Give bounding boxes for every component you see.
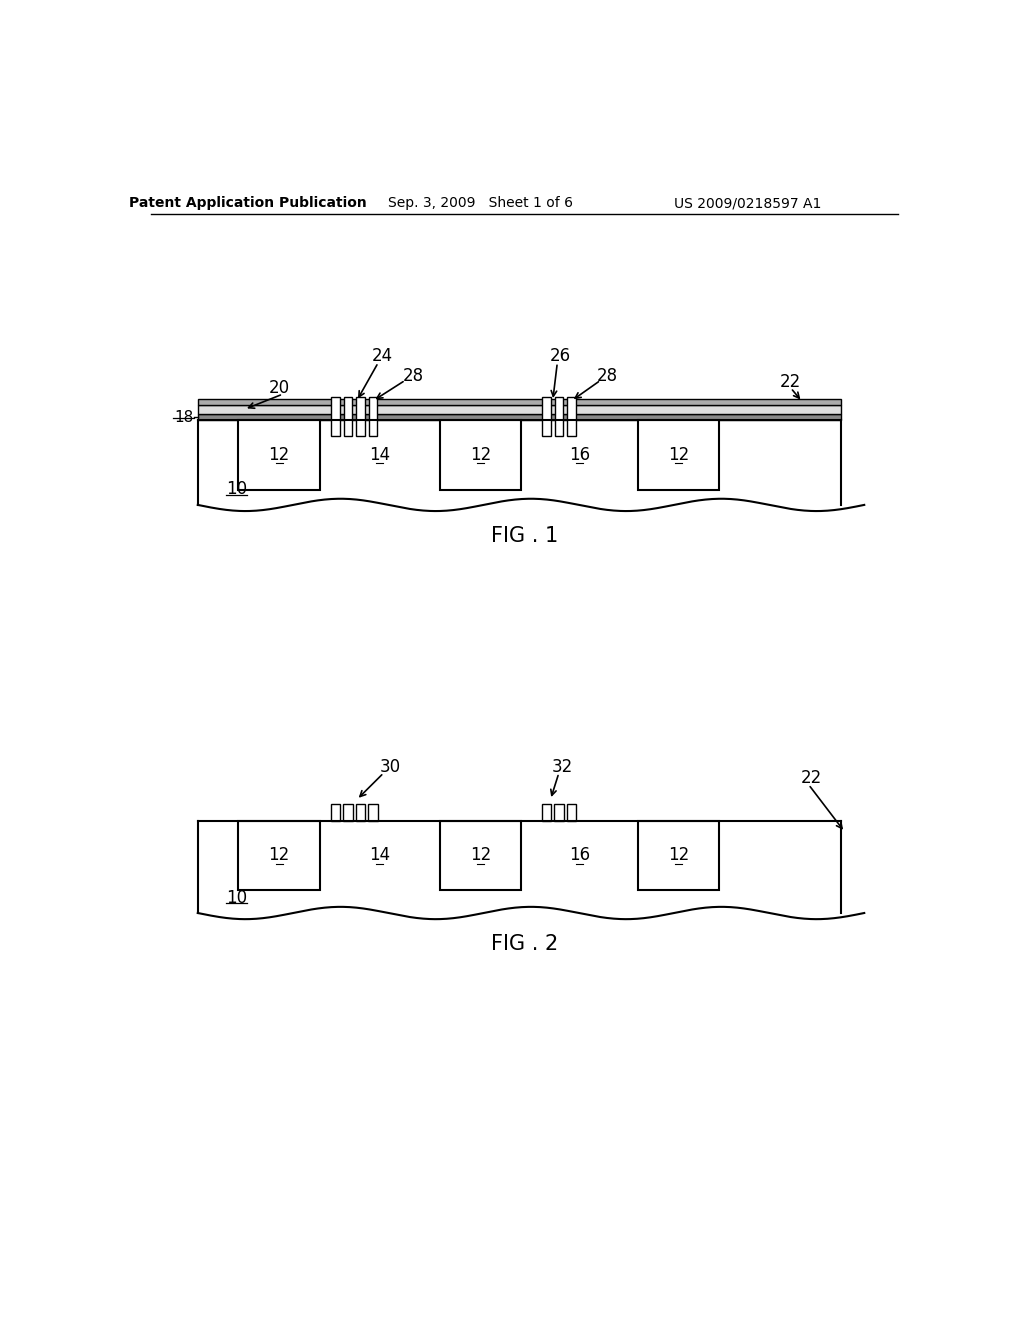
Text: US 2009/0218597 A1: US 2009/0218597 A1 bbox=[675, 197, 821, 210]
Text: 12: 12 bbox=[470, 846, 492, 865]
Bar bbox=[543, 397, 551, 436]
Text: 10: 10 bbox=[226, 480, 247, 499]
Text: Patent Application Publication: Patent Application Publication bbox=[129, 197, 367, 210]
Bar bbox=[356, 804, 366, 821]
Text: Sep. 3, 2009   Sheet 1 of 6: Sep. 3, 2009 Sheet 1 of 6 bbox=[388, 197, 573, 210]
Bar bbox=[638, 821, 719, 890]
Bar bbox=[542, 804, 551, 821]
Bar bbox=[638, 420, 719, 490]
Text: 20: 20 bbox=[268, 379, 290, 397]
Text: 14: 14 bbox=[370, 846, 390, 865]
Bar bbox=[555, 397, 563, 436]
Bar bbox=[554, 804, 563, 821]
Text: 26: 26 bbox=[550, 347, 571, 366]
Bar bbox=[356, 397, 365, 436]
Bar bbox=[344, 397, 352, 436]
Text: 12: 12 bbox=[668, 846, 689, 865]
Bar bbox=[369, 397, 377, 436]
Bar bbox=[198, 405, 841, 414]
Bar bbox=[343, 804, 352, 821]
Bar bbox=[239, 821, 319, 890]
Text: FIG . 2: FIG . 2 bbox=[492, 933, 558, 954]
Text: 32: 32 bbox=[551, 758, 572, 776]
Text: 10: 10 bbox=[226, 888, 247, 907]
Text: 12: 12 bbox=[668, 446, 689, 463]
Text: 16: 16 bbox=[569, 846, 591, 865]
Bar bbox=[440, 420, 521, 490]
Text: 12: 12 bbox=[268, 446, 290, 463]
Bar bbox=[332, 397, 340, 436]
Bar bbox=[198, 399, 841, 405]
Text: 12: 12 bbox=[268, 846, 290, 865]
Text: FIG . 1: FIG . 1 bbox=[492, 525, 558, 545]
Text: 22: 22 bbox=[780, 372, 801, 391]
Text: 18: 18 bbox=[174, 409, 194, 425]
Text: 16: 16 bbox=[569, 446, 591, 463]
Text: 24: 24 bbox=[372, 347, 393, 366]
Text: 12: 12 bbox=[470, 446, 492, 463]
Text: 22: 22 bbox=[801, 770, 822, 787]
Bar bbox=[198, 414, 841, 420]
Text: 30: 30 bbox=[379, 758, 400, 776]
Bar bbox=[239, 420, 319, 490]
Bar bbox=[567, 397, 575, 436]
Text: 28: 28 bbox=[402, 367, 424, 384]
Bar bbox=[331, 804, 340, 821]
Bar bbox=[440, 821, 521, 890]
Text: 28: 28 bbox=[596, 367, 617, 384]
Bar bbox=[369, 804, 378, 821]
Bar bbox=[566, 804, 575, 821]
Text: 14: 14 bbox=[370, 446, 390, 463]
